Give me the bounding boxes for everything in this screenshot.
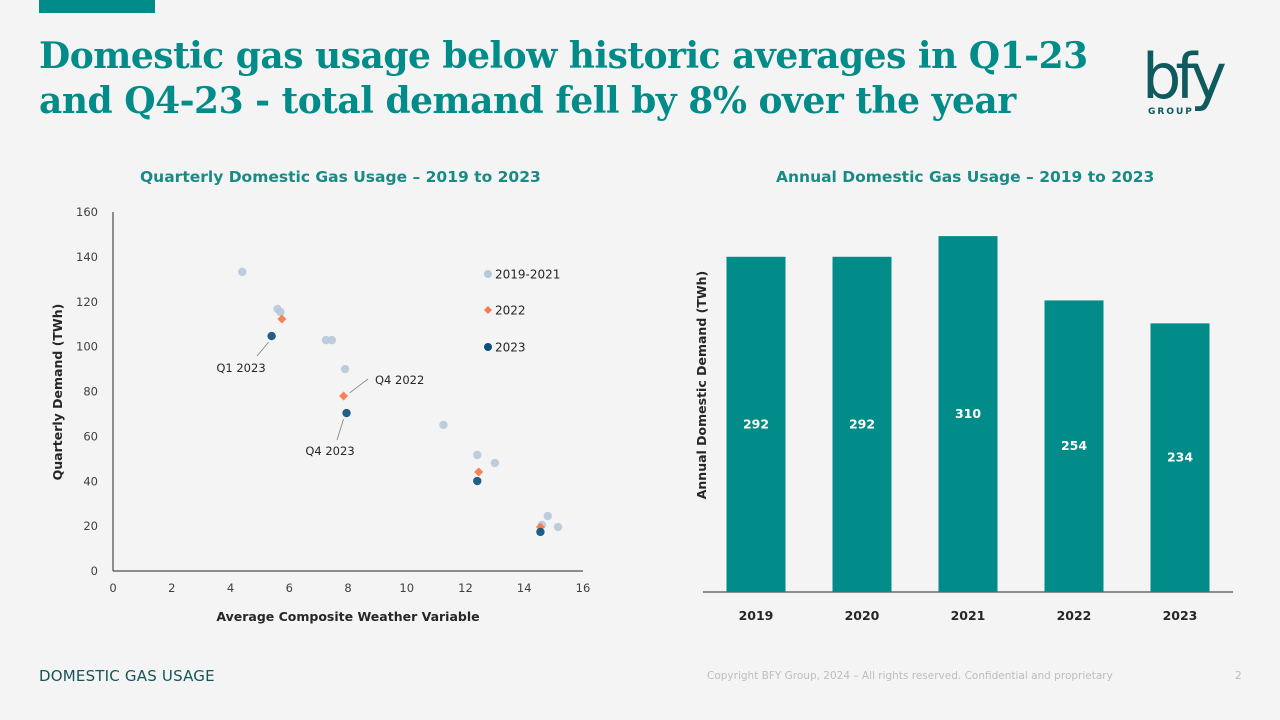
scatter-y-tick-label: 0 <box>91 564 98 578</box>
scatter-x-tick-label: 14 <box>517 581 532 595</box>
scatter-point-2022 <box>474 467 484 477</box>
scatter-y-tick-label: 80 <box>83 385 98 399</box>
legend-marker-2023 <box>484 343 492 351</box>
scatter-y-tick-label: 140 <box>76 250 98 264</box>
legend-marker-2019-2021 <box>484 270 492 278</box>
scatter-chart: Quarterly Demand (TWh) Average Composite… <box>50 205 591 624</box>
annotation-label: Q4 2023 <box>305 444 354 458</box>
scatter-point-2019-2021 <box>543 511 552 521</box>
scatter-point-2019-2021 <box>553 522 563 532</box>
scatter-x-tick-label: 10 <box>399 581 414 595</box>
bar-y-axis-label: Annual Domestic Demand (TWh) <box>694 271 709 500</box>
bar-2020 <box>832 256 892 592</box>
bar-data-label: 292 <box>743 416 769 431</box>
scatter-point-2019-2021 <box>473 450 482 460</box>
scatter-point-2019-2021 <box>439 420 448 430</box>
scatter-point-2023 <box>267 331 276 341</box>
annotation-label: Q4 2022 <box>375 373 424 387</box>
scatter-point-2023 <box>342 408 351 418</box>
bar-data-label: 310 <box>955 406 981 421</box>
scatter-point-2019-2021 <box>327 335 337 345</box>
bar-2022 <box>1044 300 1104 592</box>
logo-group-text: GROUP <box>1148 107 1194 117</box>
scatter-x-tick-label: 8 <box>344 581 351 595</box>
scatter-x-tick-label: 2 <box>168 581 175 595</box>
bar-data-label: 254 <box>1061 438 1087 453</box>
scatter-x-tick-label: 16 <box>576 581 591 595</box>
scatter-y-tick-label: 60 <box>83 429 98 443</box>
annotation-leader-line <box>349 378 369 394</box>
scatter-y-tick-label: 100 <box>76 340 98 354</box>
accent-bar <box>39 0 155 13</box>
scatter-chart-title: Quarterly Domestic Gas Usage – 2019 to 2… <box>140 168 541 186</box>
legend-label-2019-2021: 2019-2021 <box>495 268 560 282</box>
bar-category-label: 2020 <box>845 608 880 623</box>
legend-label-2023: 2023 <box>495 341 526 355</box>
scatter-x-axis-label: Average Composite Weather Variable <box>216 609 479 624</box>
footer-section-label: DOMESTIC GAS USAGE <box>39 667 215 685</box>
bar-category-label: 2023 <box>1163 608 1198 623</box>
scatter-point-2019-2021 <box>321 335 331 345</box>
scatter-y-tick-label: 40 <box>83 474 98 488</box>
bar-chart: Annual Domestic Demand (TWh) 292 2019 292 2… <box>694 236 1233 623</box>
bar-2019 <box>726 256 786 592</box>
page-title: Domestic gas usage below historic averag… <box>39 35 1088 122</box>
bar-data-label: 234 <box>1167 450 1193 465</box>
annotation-label: Q1 2023 <box>216 361 265 375</box>
scatter-point-2023 <box>536 527 545 537</box>
legend-marker-2022 <box>484 306 492 314</box>
scatter-x-tick-label: 6 <box>286 581 293 595</box>
scatter-point-2019-2021 <box>238 267 247 277</box>
annotation-leader-line <box>256 341 269 357</box>
scatter-point-2019-2021 <box>340 364 350 374</box>
bar-data-label: 292 <box>849 416 875 431</box>
scatter-y-axis-label: Quarterly Demand (TWh) <box>50 304 65 481</box>
page-number: 2 <box>1235 670 1242 682</box>
bar-category-label: 2021 <box>951 608 986 623</box>
logo-wordmark: bfy <box>1142 40 1225 113</box>
bfy-logo: bfy GROUP <box>1142 40 1231 117</box>
scatter-point-2023 <box>473 476 482 486</box>
scatter-x-tick-label: 0 <box>109 581 116 595</box>
scatter-x-tick-label: 4 <box>227 581 234 595</box>
scatter-y-tick-label: 120 <box>76 295 98 309</box>
scatter-point-2022 <box>339 391 349 401</box>
scatter-y-tick-label: 20 <box>83 519 98 533</box>
scatter-point-2022 <box>277 314 287 324</box>
scatter-y-tick-label: 160 <box>76 205 98 219</box>
bar-category-label: 2022 <box>1057 608 1092 623</box>
scatter-point-2019-2021 <box>276 307 285 317</box>
footer-copyright: Copyright BFY Group, 2024 – All rights r… <box>707 670 1113 682</box>
bar-chart-title: Annual Domestic Gas Usage – 2019 to 2023 <box>776 168 1155 186</box>
scatter-x-tick-label: 12 <box>458 581 473 595</box>
bar-2021 <box>938 236 998 592</box>
bar-2023 <box>1150 323 1210 592</box>
annotation-leader-line <box>336 418 344 441</box>
legend-label-2022: 2022 <box>495 304 526 318</box>
scatter-point-2019-2021 <box>490 458 500 468</box>
bar-category-label: 2019 <box>739 608 774 623</box>
